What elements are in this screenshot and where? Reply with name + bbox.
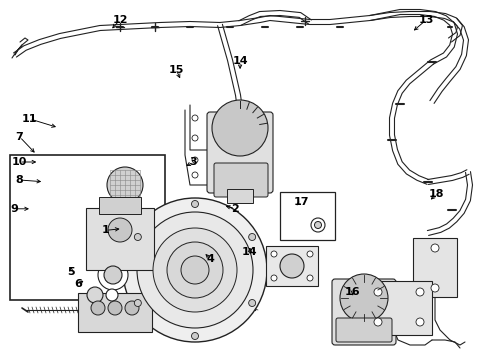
Text: 12: 12 — [112, 15, 128, 25]
FancyBboxPatch shape — [207, 112, 273, 193]
Circle shape — [431, 244, 439, 252]
Text: 5: 5 — [67, 267, 75, 277]
Circle shape — [167, 242, 223, 298]
Circle shape — [416, 288, 424, 296]
Text: 17: 17 — [294, 197, 309, 207]
Text: 1: 1 — [101, 225, 109, 235]
Circle shape — [248, 234, 256, 240]
Text: 14: 14 — [242, 247, 258, 257]
FancyBboxPatch shape — [336, 318, 392, 342]
FancyBboxPatch shape — [332, 279, 396, 345]
Circle shape — [307, 275, 313, 281]
FancyBboxPatch shape — [266, 246, 318, 286]
Circle shape — [192, 201, 198, 207]
Circle shape — [192, 157, 198, 163]
Circle shape — [91, 301, 105, 315]
Circle shape — [98, 260, 128, 290]
Text: 16: 16 — [345, 287, 361, 297]
Text: 11: 11 — [22, 114, 37, 124]
Circle shape — [311, 218, 325, 232]
Circle shape — [153, 228, 237, 312]
Text: 4: 4 — [207, 254, 215, 264]
Bar — [280, 192, 335, 240]
FancyBboxPatch shape — [86, 208, 154, 270]
FancyBboxPatch shape — [366, 281, 432, 335]
Text: 9: 9 — [11, 204, 19, 214]
Circle shape — [123, 198, 267, 342]
Circle shape — [271, 275, 277, 281]
Circle shape — [181, 256, 209, 284]
FancyBboxPatch shape — [78, 293, 152, 332]
Circle shape — [108, 218, 132, 242]
Circle shape — [134, 234, 141, 240]
Circle shape — [271, 251, 277, 257]
Circle shape — [280, 254, 304, 278]
Bar — [10, 155, 165, 300]
Circle shape — [315, 221, 321, 229]
Circle shape — [431, 284, 439, 292]
Text: 3: 3 — [190, 157, 197, 167]
Circle shape — [248, 300, 256, 306]
Text: 13: 13 — [418, 15, 434, 25]
Circle shape — [87, 287, 103, 303]
Text: 2: 2 — [231, 204, 239, 214]
Circle shape — [340, 274, 388, 322]
Circle shape — [374, 318, 382, 326]
Text: 7: 7 — [16, 132, 24, 142]
Text: 14: 14 — [232, 56, 248, 66]
Circle shape — [416, 318, 424, 326]
FancyBboxPatch shape — [413, 238, 457, 297]
Circle shape — [307, 251, 313, 257]
Text: 8: 8 — [16, 175, 24, 185]
Circle shape — [192, 115, 198, 121]
Circle shape — [192, 135, 198, 141]
Circle shape — [104, 266, 122, 284]
Circle shape — [134, 300, 141, 306]
Text: 10: 10 — [12, 157, 27, 167]
Circle shape — [108, 301, 122, 315]
Circle shape — [192, 333, 198, 339]
Text: 18: 18 — [428, 189, 444, 199]
Text: 6: 6 — [74, 279, 82, 289]
FancyBboxPatch shape — [99, 197, 141, 214]
Circle shape — [374, 288, 382, 296]
FancyBboxPatch shape — [227, 189, 253, 203]
Circle shape — [125, 301, 139, 315]
Circle shape — [106, 289, 118, 301]
Circle shape — [192, 172, 198, 178]
Circle shape — [137, 212, 253, 328]
Circle shape — [107, 167, 143, 203]
Circle shape — [212, 100, 268, 156]
Text: 15: 15 — [169, 65, 184, 75]
FancyBboxPatch shape — [214, 163, 268, 197]
